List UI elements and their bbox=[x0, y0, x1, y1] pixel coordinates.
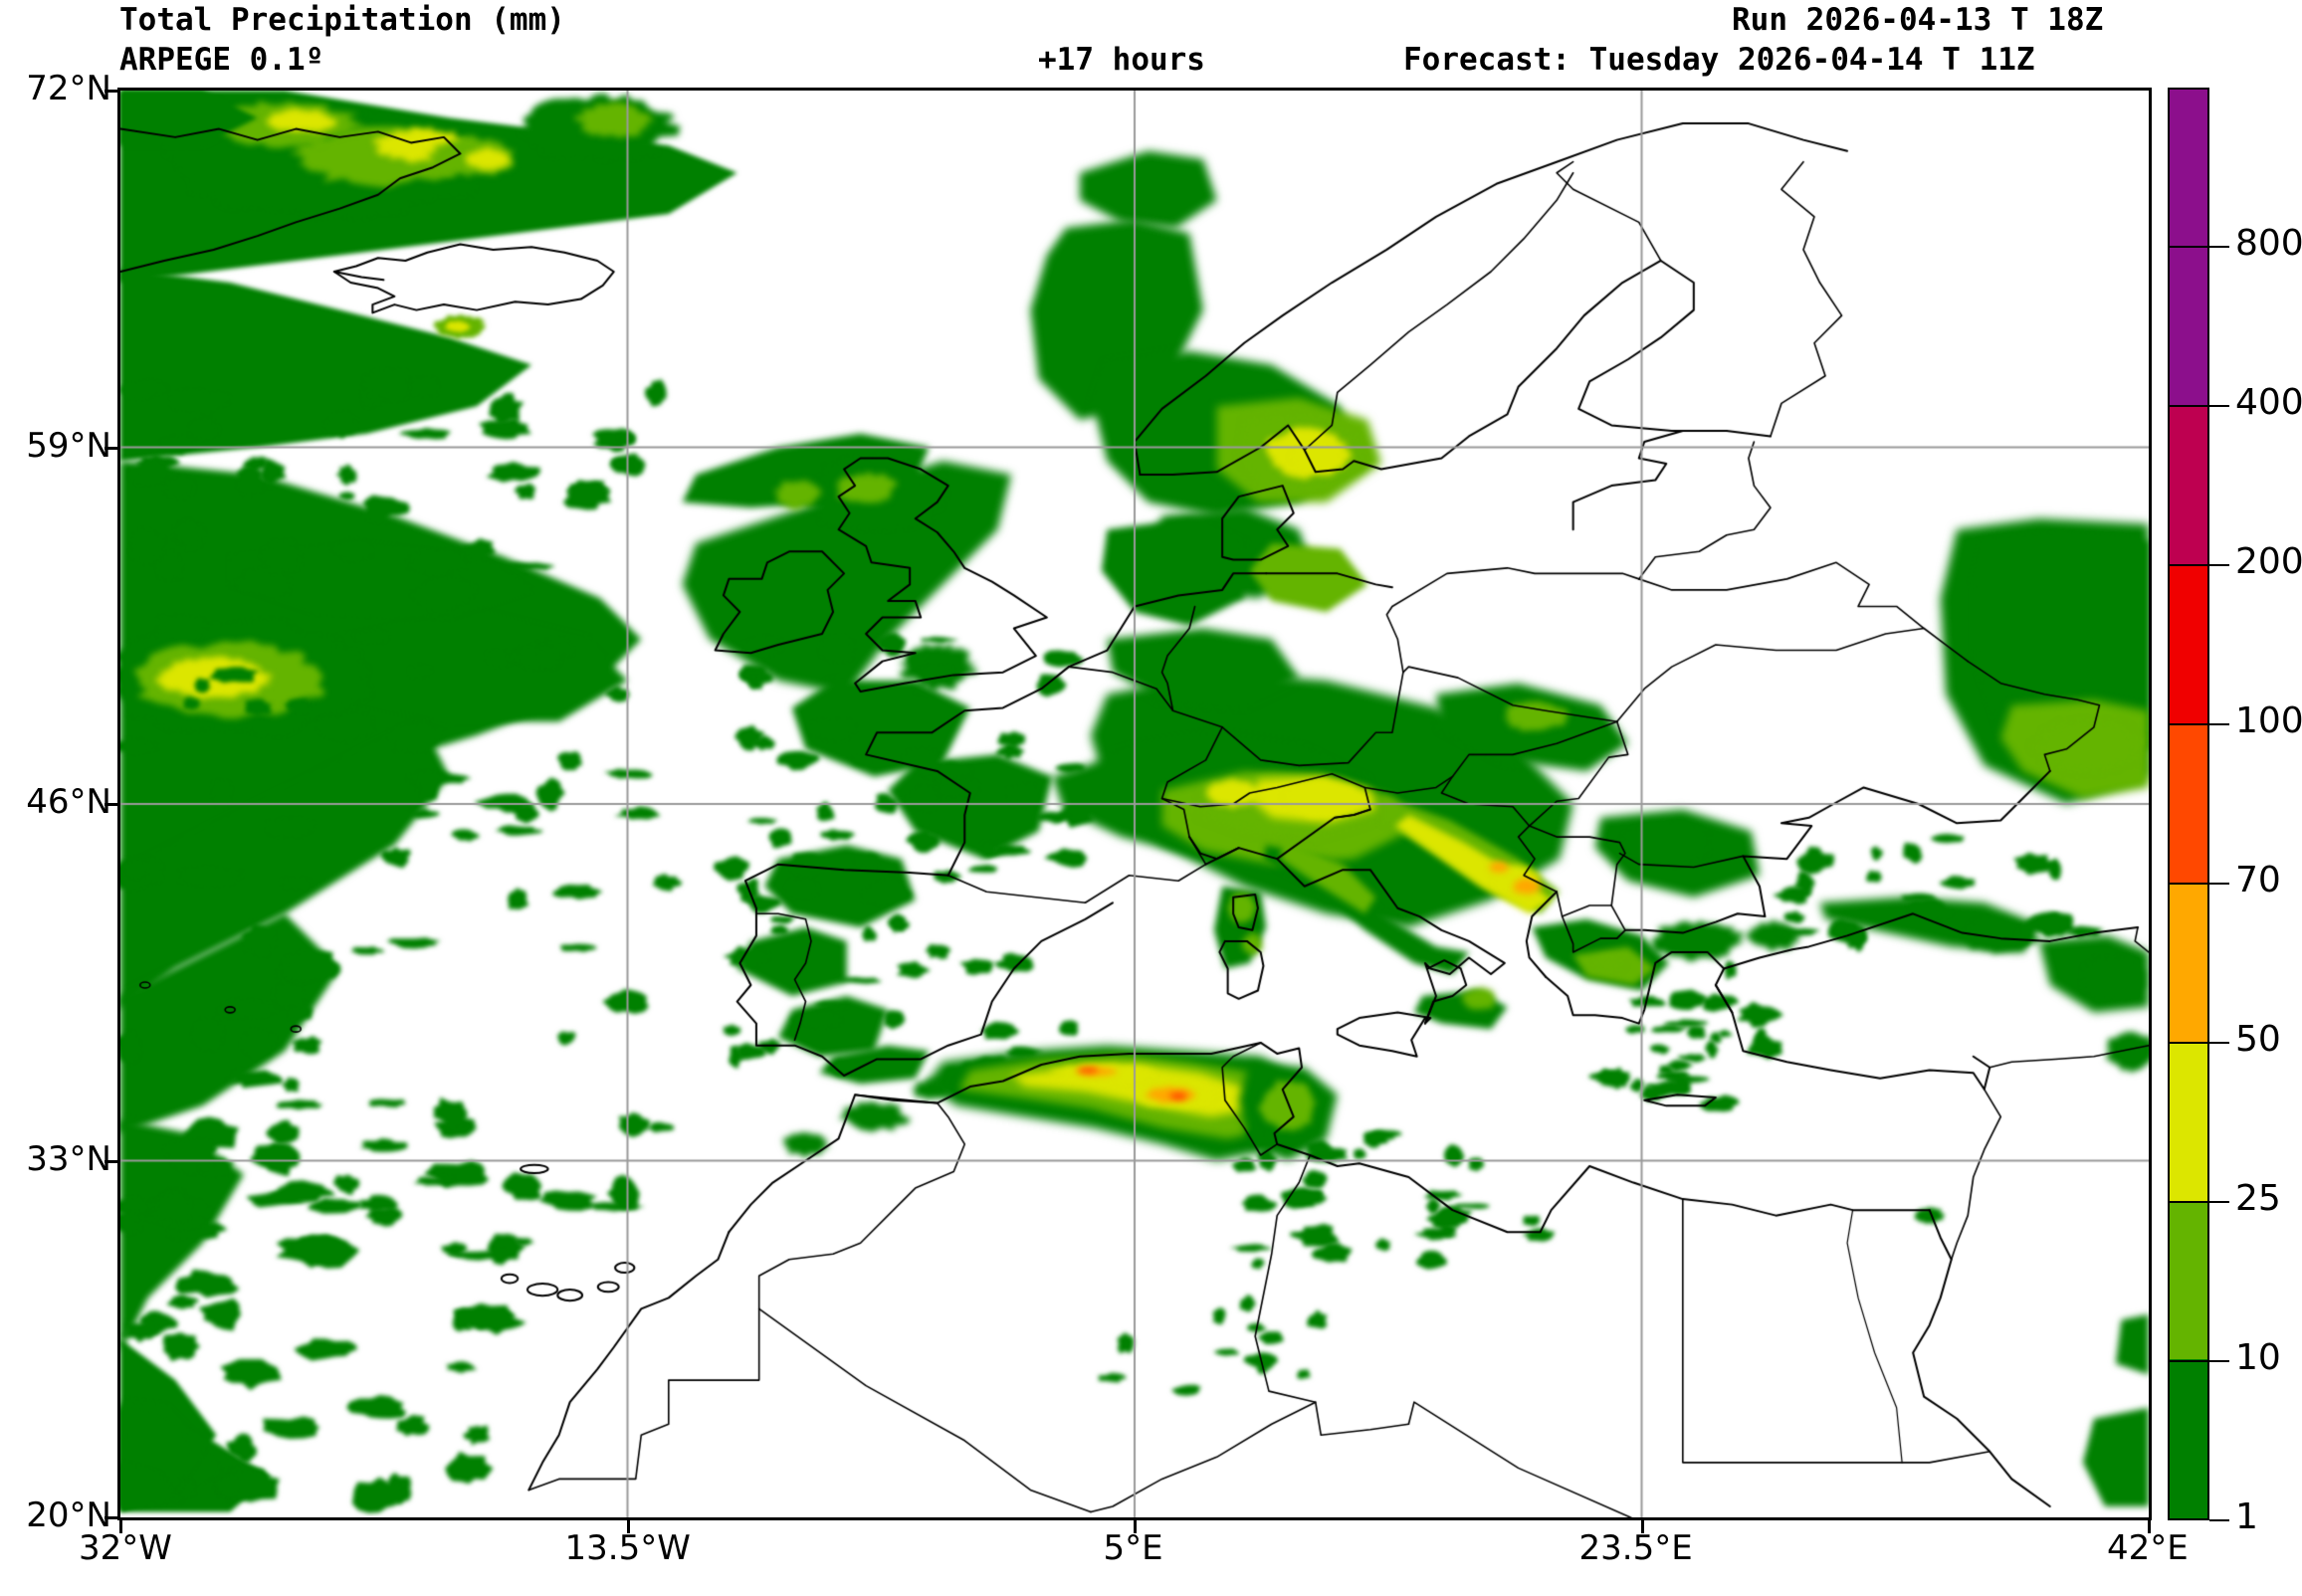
colorbar-tick bbox=[2209, 564, 2229, 566]
colorbar-tick bbox=[2209, 246, 2229, 248]
colorbar-segment bbox=[2170, 565, 2207, 725]
y-tick-label: 46°N bbox=[26, 782, 111, 822]
x-tick-label: 42°E bbox=[2107, 1528, 2189, 1568]
y-axis-tick bbox=[105, 1516, 117, 1519]
y-axis-tick bbox=[105, 446, 117, 450]
model-label: ARPEGE 0.1º bbox=[119, 42, 324, 78]
colorbar-tick-label: 100 bbox=[2235, 700, 2302, 741]
colorbar-tick bbox=[2209, 883, 2229, 885]
y-axis-tick bbox=[105, 1159, 117, 1163]
colorbar-segment bbox=[2170, 407, 2207, 566]
y-axis-tick bbox=[105, 803, 117, 806]
lead-time-label: +17 hours bbox=[1038, 42, 1205, 78]
x-tick-label: 32°W bbox=[79, 1528, 172, 1568]
colorbar-segment bbox=[2170, 90, 2207, 249]
colorbar-tick-label: 70 bbox=[2235, 860, 2281, 900]
y-tick-label: 59°N bbox=[26, 425, 111, 466]
colorbar-segment bbox=[2170, 248, 2207, 408]
y-tick-label: 72°N bbox=[26, 69, 111, 108]
colorbar-tick-label: 10 bbox=[2235, 1337, 2281, 1378]
colorbar-tick-label: 200 bbox=[2235, 541, 2302, 582]
precipitation-colorbar bbox=[2168, 88, 2209, 1520]
x-tick-label: 5°E bbox=[1103, 1528, 1163, 1568]
colorbar-tick bbox=[2209, 1360, 2229, 1362]
colorbar-separator bbox=[2168, 723, 2209, 725]
map-plot-area bbox=[117, 88, 2152, 1520]
y-tick-label: 20°N bbox=[26, 1496, 111, 1535]
colorbar-segment bbox=[2170, 883, 2207, 1043]
colorbar-tick bbox=[2209, 1519, 2229, 1521]
colorbar-segment bbox=[2170, 724, 2207, 884]
colorbar-separator bbox=[2168, 564, 2209, 566]
y-axis-tick bbox=[105, 90, 117, 93]
colorbar-separator bbox=[2168, 1042, 2209, 1044]
colorbar-tick-label: 800 bbox=[2235, 223, 2302, 264]
colorbar-separator bbox=[2168, 1201, 2209, 1203]
colorbar-tick-label: 400 bbox=[2235, 382, 2302, 423]
page-title: Total Precipitation (mm) bbox=[119, 2, 565, 38]
colorbar-separator bbox=[2168, 246, 2209, 248]
colorbar-tick bbox=[2209, 1201, 2229, 1203]
colorbar-separator bbox=[2168, 1360, 2209, 1362]
x-axis-tick bbox=[1134, 1520, 1137, 1533]
colorbar-tick bbox=[2209, 723, 2229, 725]
colorbar-tick-label: 25 bbox=[2235, 1178, 2281, 1219]
x-tick-label: 13.5°W bbox=[564, 1528, 691, 1568]
colorbar-tick bbox=[2209, 405, 2229, 407]
run-time-label: Run 2026-04-13 T 18Z bbox=[1732, 2, 2104, 38]
x-axis-tick bbox=[626, 1520, 630, 1533]
colorbar-tick-label: 50 bbox=[2235, 1019, 2281, 1060]
precipitation-field bbox=[120, 91, 2149, 1517]
colorbar-separator bbox=[2168, 883, 2209, 885]
x-axis-tick bbox=[1640, 1520, 1644, 1533]
colorbar-tick bbox=[2209, 1042, 2229, 1044]
x-axis-tick bbox=[119, 1520, 122, 1533]
x-axis-tick bbox=[2148, 1520, 2151, 1533]
y-tick-label: 33°N bbox=[26, 1138, 111, 1179]
colorbar-tick-label: 1 bbox=[2235, 1496, 2258, 1537]
x-tick-label: 23.5°E bbox=[1578, 1528, 1693, 1568]
forecast-time-label: Forecast: Tuesday 2026-04-14 T 11Z bbox=[1403, 42, 2035, 78]
colorbar-segment bbox=[2170, 1200, 2207, 1360]
colorbar-separator bbox=[2168, 405, 2209, 407]
colorbar-segment bbox=[2170, 1359, 2207, 1518]
colorbar-segment bbox=[2170, 1042, 2207, 1201]
